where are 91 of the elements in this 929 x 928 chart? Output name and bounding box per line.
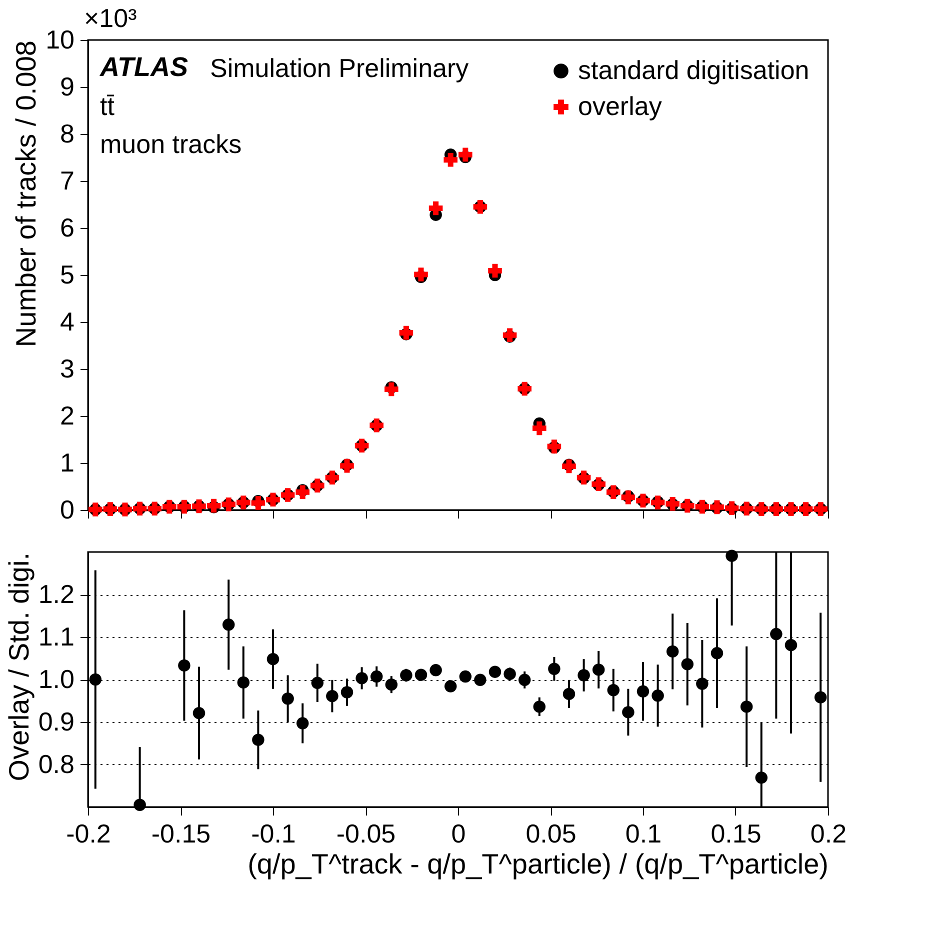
point xyxy=(384,382,398,396)
point xyxy=(296,485,310,500)
point xyxy=(444,680,457,692)
x-tick-label: -0.1 xyxy=(251,818,296,848)
point xyxy=(814,691,827,704)
point xyxy=(266,652,280,666)
point xyxy=(622,706,634,718)
point xyxy=(666,645,679,658)
point xyxy=(311,676,324,690)
point xyxy=(562,459,576,474)
y-tick-label: 1.0 xyxy=(38,664,74,694)
y-tick-label: 9 xyxy=(60,72,74,102)
point xyxy=(252,734,264,746)
point xyxy=(178,659,190,672)
point xyxy=(444,152,458,167)
point xyxy=(488,264,502,278)
y-tick-label: 0 xyxy=(60,494,74,524)
x-tick-label: 0.1 xyxy=(625,818,662,848)
point xyxy=(726,550,738,562)
x-tick-label: 0.15 xyxy=(710,818,762,848)
y-tick-label: 1.1 xyxy=(38,622,74,652)
y-tick-label: 1 xyxy=(60,448,74,478)
point xyxy=(399,326,414,340)
x-tick-label: 0 xyxy=(451,818,466,848)
point xyxy=(532,421,546,436)
point xyxy=(607,684,620,696)
y-tick-label: 1.2 xyxy=(38,579,74,609)
point xyxy=(340,686,354,698)
point xyxy=(414,268,428,282)
point xyxy=(385,678,398,691)
point xyxy=(784,638,798,652)
y-axis-title: Overlay / Std. digi. xyxy=(3,552,34,782)
x-axis-title: (q/p_T^track - q/p_T^particle) / (q/p_T^particle) xyxy=(248,848,828,880)
x-tick-label: 0.05 xyxy=(526,818,576,848)
point xyxy=(488,666,502,678)
point xyxy=(326,690,338,702)
y-tick-label: 5 xyxy=(60,260,74,290)
annotation: ATLAS xyxy=(99,52,188,82)
point xyxy=(681,658,694,670)
y-tick-label: 0.8 xyxy=(38,749,74,779)
point xyxy=(770,628,782,640)
point xyxy=(134,798,146,811)
x-tick-label: -0.05 xyxy=(336,818,396,848)
point xyxy=(251,496,266,510)
point xyxy=(237,676,250,689)
legend-label: overlay xyxy=(578,91,662,121)
point xyxy=(296,717,309,730)
annotation: Simulation Preliminary xyxy=(210,53,469,83)
point xyxy=(206,498,221,513)
y-tick-label: 8 xyxy=(60,118,74,148)
point xyxy=(562,688,576,700)
point xyxy=(370,670,383,683)
point xyxy=(428,201,443,216)
point xyxy=(518,674,531,686)
point xyxy=(414,668,428,681)
y-tick-label: 2 xyxy=(60,400,74,430)
legend-label: standard digitisation xyxy=(578,55,810,85)
y-tick-label: 0.9 xyxy=(38,706,74,736)
y-axis-title: Number of tracks / 0.008 xyxy=(10,40,42,348)
point xyxy=(430,664,442,676)
point xyxy=(504,668,516,680)
annotation: tt̄ xyxy=(100,91,116,121)
point xyxy=(458,148,472,162)
point xyxy=(474,674,486,686)
point xyxy=(740,700,753,713)
y-tick-label: 7 xyxy=(60,166,74,196)
annotation: muon tracks xyxy=(100,129,242,159)
point xyxy=(548,662,560,675)
point xyxy=(356,672,368,684)
x-tick-label: -0.15 xyxy=(151,818,211,848)
y-tick-label: 10 xyxy=(46,24,74,54)
point xyxy=(459,670,472,683)
point xyxy=(578,669,590,682)
point xyxy=(755,772,768,784)
point xyxy=(192,706,206,720)
y-tick-label: 3 xyxy=(60,354,74,384)
y-tick-label: 6 xyxy=(60,212,74,242)
x-tick-label: 0.2 xyxy=(810,818,847,848)
text: ×10³ xyxy=(84,3,138,33)
point xyxy=(282,692,294,705)
point xyxy=(400,669,412,682)
point xyxy=(89,673,102,686)
point xyxy=(696,678,708,690)
point xyxy=(592,664,605,676)
y-tick-label: 4 xyxy=(60,306,74,336)
point xyxy=(710,647,724,660)
point xyxy=(533,700,546,713)
point xyxy=(652,690,664,702)
x-tick-label: -0.2 xyxy=(66,818,111,848)
point xyxy=(636,685,650,698)
point xyxy=(222,618,235,631)
